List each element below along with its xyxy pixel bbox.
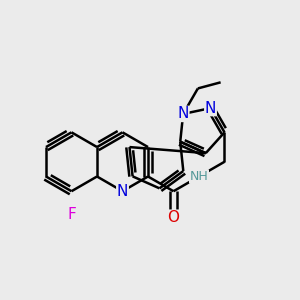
Text: N: N — [117, 184, 128, 199]
Text: F: F — [67, 207, 76, 222]
Text: O: O — [167, 210, 179, 225]
Text: N: N — [205, 100, 216, 116]
Text: N: N — [178, 106, 189, 122]
Text: NH: NH — [190, 170, 208, 183]
